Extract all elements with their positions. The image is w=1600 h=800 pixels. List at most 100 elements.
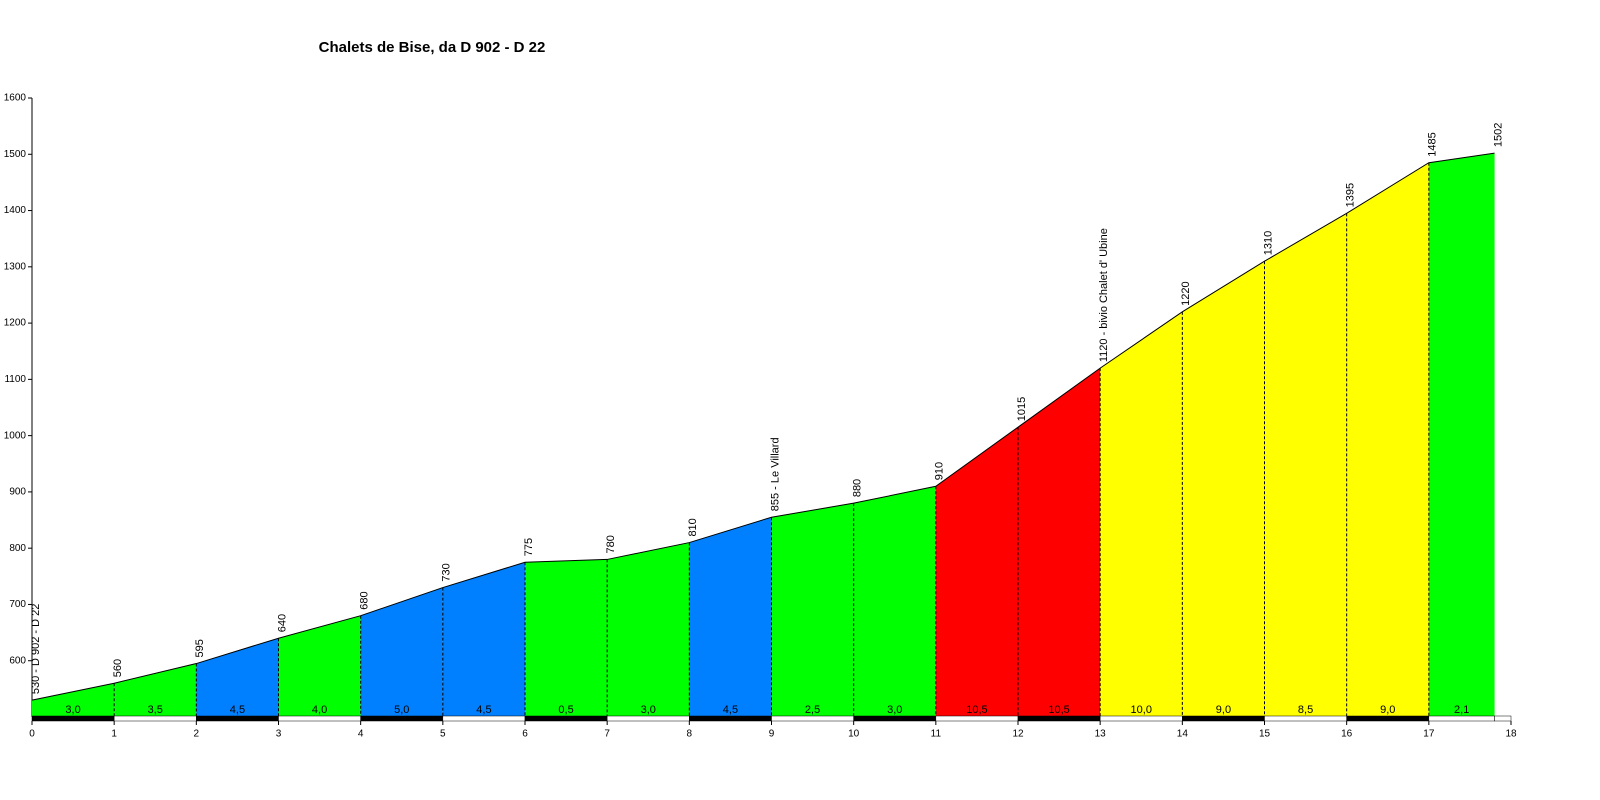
point-label: 855 - Le Villard [769,437,781,511]
point-label: 1502 [1492,123,1504,147]
y-tick-label: 900 [9,487,26,498]
scale-bar [278,715,361,722]
chart-title: Chalets de Bise, da D 902 - D 22 [319,39,546,56]
point-label: 780 [605,535,617,553]
point-label: 880 [852,479,864,497]
point-label: 730 [441,563,453,581]
x-tick-label: 1 [111,729,117,740]
x-tick-label: 10 [848,729,860,740]
profile-line [31,152,1495,701]
scale-bar [196,715,279,722]
y-tick-label: 1400 [4,205,27,216]
gradient-label: 10,5 [966,704,987,716]
gradient-segment [1182,261,1265,717]
scale-bar [1017,715,1101,722]
scale-bar [1182,715,1265,722]
y-tick-label: 1300 [4,261,27,272]
gradient-segment [1264,213,1347,718]
x-tick-label: 17 [1423,729,1435,740]
point-label: 1485 [1427,132,1439,156]
point-label: 1120 - bivio Chalet d' Ubine [1098,228,1110,362]
x-tick-label: 6 [522,729,528,740]
gradient-segment [1100,311,1183,717]
scale-bar [853,715,937,722]
scale-bar [524,715,608,722]
scale-bar [689,715,772,722]
gradient-label: 3,0 [65,704,80,716]
y-tick-label: 1500 [4,149,27,160]
gradient-segment [607,542,690,717]
gradient-label: 9,0 [1380,704,1395,716]
x-tick-label: 18 [1505,729,1517,740]
gradient-segment [1346,162,1429,718]
gradient-segment [771,503,854,717]
y-tick-label: 700 [9,599,26,610]
gradient-segment [196,638,279,717]
gradient-label: 3,5 [148,704,163,716]
x-tick-label: 11 [931,729,942,740]
gradient-segment [853,486,936,717]
x-tick-label: 15 [1259,729,1271,740]
gradient-label: 4,5 [723,704,738,716]
scale-bar [606,715,690,722]
scale-bar [442,715,526,722]
gradient-label: 0,5 [558,704,573,716]
y-tick-label: 800 [9,543,26,554]
scale-bar [1264,715,1347,722]
gradient-segment [32,683,115,717]
x-tick-label: 2 [194,729,200,740]
gradient-label: 4,5 [230,704,245,716]
gradient-label: 10,5 [1048,704,1069,716]
scale-bar [360,715,444,722]
x-tick-label: 12 [1012,729,1024,740]
x-tick-label: 14 [1177,729,1189,740]
point-label: 1220 [1180,281,1192,305]
gradient-segment [1018,368,1101,717]
gradient-label: 2,5 [805,704,820,716]
gradient-segment [935,427,1018,717]
x-tick-label: 7 [604,729,610,740]
gradient-label: 4,5 [476,704,491,716]
gradient-label: 3,0 [887,704,902,716]
gradient-segment [689,517,772,717]
gradient-label: 8,5 [1298,704,1313,716]
scale-bar [771,715,854,722]
scale-bar [935,715,1019,722]
y-tick-label: 1200 [4,318,27,329]
x-tick-label: 13 [1095,729,1107,740]
gradient-label: 5,0 [394,704,409,716]
x-tick-label: 8 [687,729,693,740]
y-tick-label: 1100 [4,374,26,385]
scale-bar [113,715,197,722]
scale-bar [1428,715,1495,722]
point-label: 560 [112,659,124,677]
x-tick-label: 3 [276,729,282,740]
point-label: 640 [276,614,288,632]
x-tick-label: 0 [29,729,35,740]
gradient-segment [442,562,525,717]
gradient-segment [114,663,197,717]
y-tick-label: 1600 [4,93,27,104]
point-label: 1310 [1262,231,1274,255]
gradient-segment [525,559,608,717]
point-label: 1395 [1345,183,1357,207]
y-tick-label: 600 [9,655,26,666]
point-label: 595 [194,639,206,657]
x-tick-label: 9 [769,729,775,740]
point-label: 530 - D 902 - D 22 [30,604,42,695]
gradient-segment [278,615,361,717]
y-tick-label: 1000 [4,430,27,441]
gradient-label: 9,0 [1216,704,1231,716]
point-label: 680 [359,591,371,609]
gradient-segment [360,587,443,717]
x-tick-label: 5 [440,729,446,740]
gradient-segment [1428,153,1495,717]
gradient-label: 4,0 [312,704,327,716]
gradient-label: 10,0 [1131,704,1152,716]
gradient-label: 2,1 [1454,704,1469,716]
scale-bar [1494,715,1512,722]
scale-bar [1099,715,1183,722]
point-label: 1015 [1016,397,1028,421]
scale-bar [31,715,115,722]
